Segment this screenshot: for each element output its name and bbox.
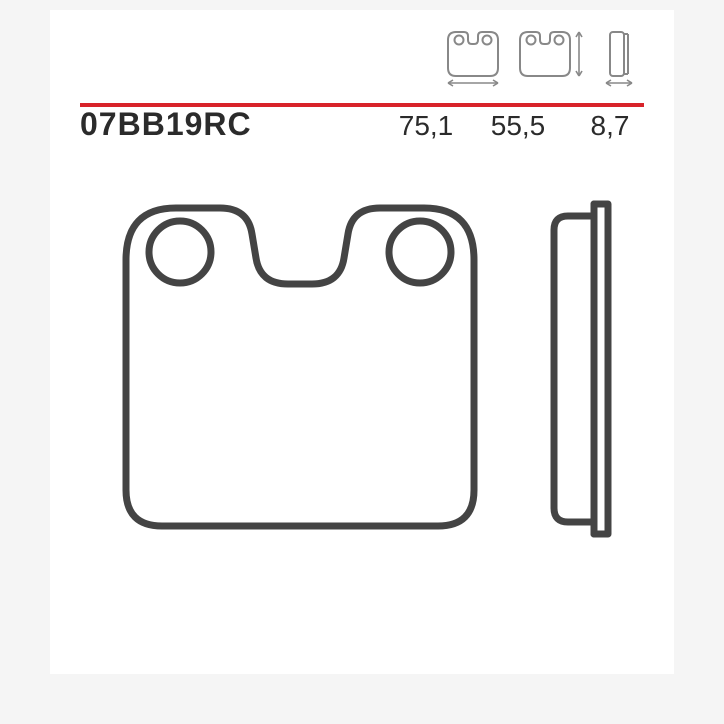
accent-separator <box>80 94 644 98</box>
pad-thickness-icon <box>596 28 644 88</box>
thickness-value: 8,7 <box>580 110 640 142</box>
product-code: 07BB19RC <box>80 106 252 143</box>
dimension-icon-row <box>442 28 644 88</box>
dimension-values: 75,1 55,5 8,7 <box>396 110 644 142</box>
spec-row: 07BB19RC 75,1 55,5 8,7 <box>80 106 644 143</box>
height-value: 55,5 <box>488 110 548 142</box>
pad-height-icon <box>514 28 586 88</box>
content-area: 07BB19RC 75,1 55,5 8,7 <box>50 10 674 674</box>
main-diagram <box>90 190 650 575</box>
pad-width-icon <box>442 28 504 88</box>
width-value: 75,1 <box>396 110 456 142</box>
